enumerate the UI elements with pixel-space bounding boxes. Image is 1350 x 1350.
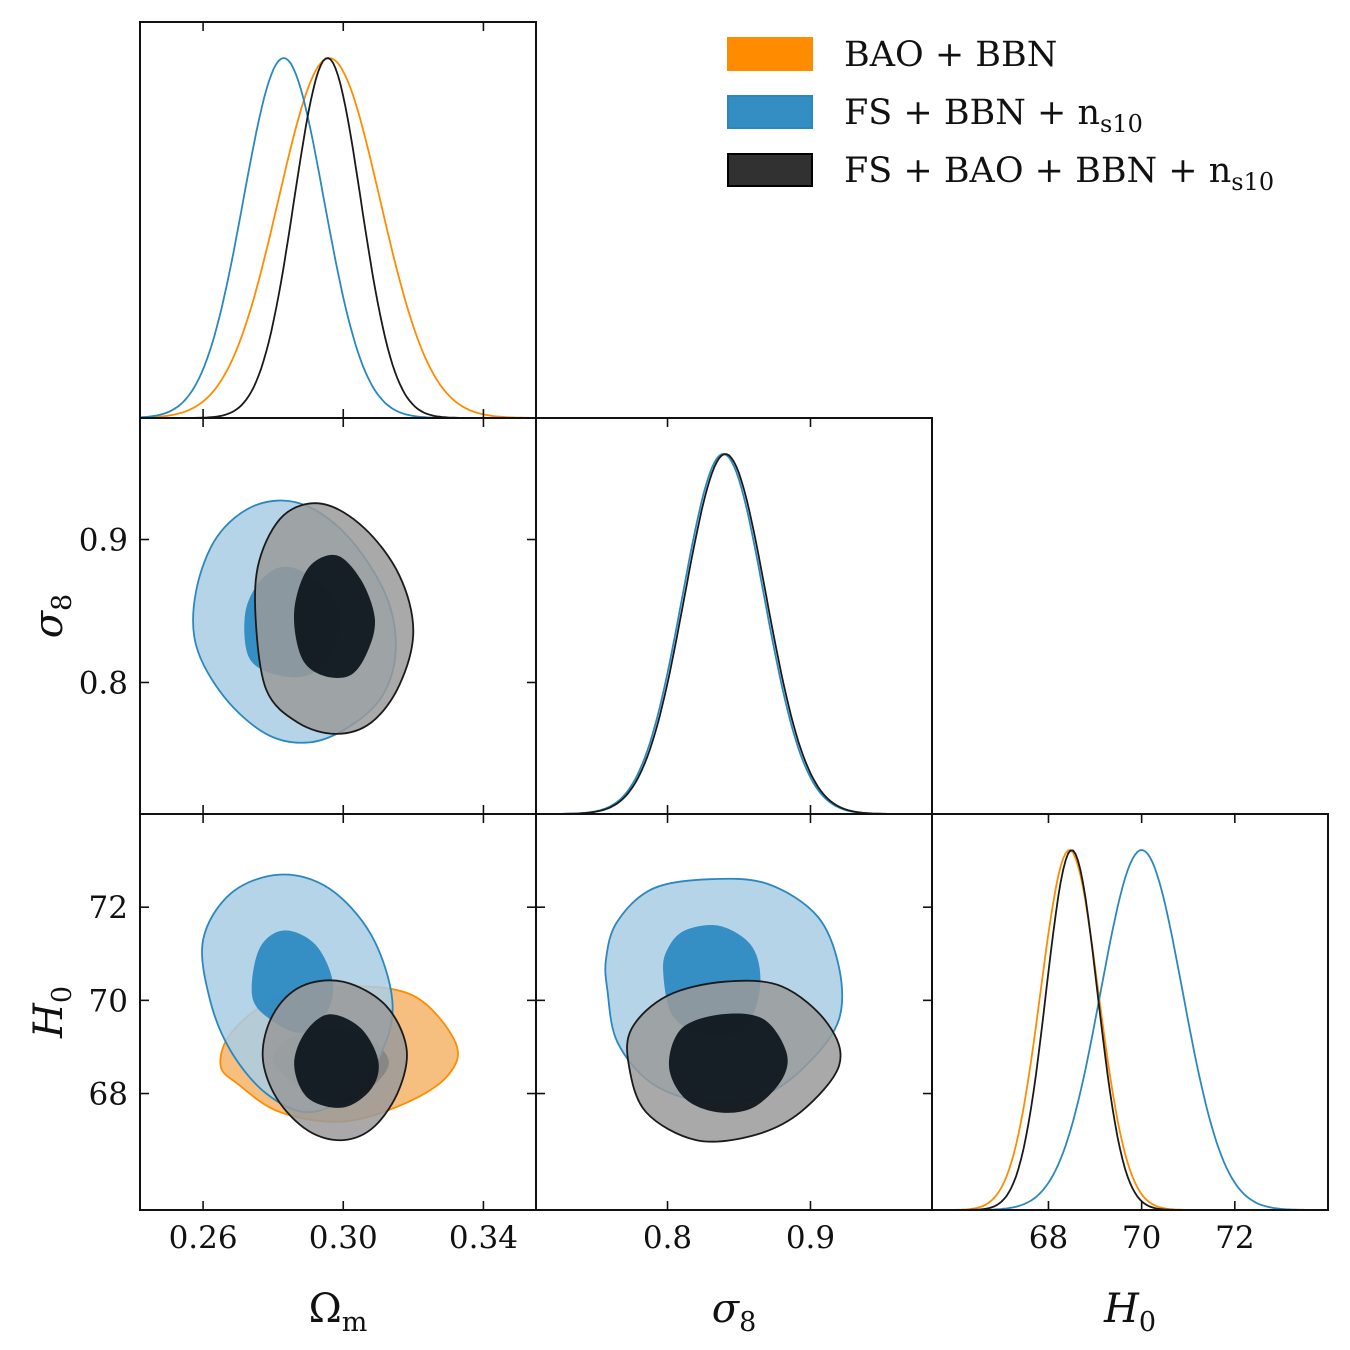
marginal-H0-series-2 — [932, 849, 1328, 1211]
panel-H0-H0 — [931, 813, 1329, 1211]
tick-label-H0: 68 — [89, 1077, 128, 1113]
xaxis-title-H0: H0 — [1103, 1286, 1156, 1338]
panel-frames — [139, 21, 1329, 1211]
xaxis-title-Om: Ωm — [309, 1286, 368, 1338]
contour-inner-Om-s8-series-2 — [293, 554, 376, 679]
marginal-H0-series-0 — [932, 849, 1328, 1211]
marginal-Om-series-2 — [140, 57, 536, 419]
tick-label-H0: 68 — [1029, 1220, 1068, 1256]
tick-label-Om: 0.30 — [309, 1220, 378, 1256]
xaxis-title-s8: σ8 — [712, 1286, 757, 1338]
axis-ticks: 0.8 0.9 0.26 0.30 0.34 68 70 72 0.8 0.9 68 70 72 — [79, 22, 1255, 1256]
tick-label-s8: 0.8 — [79, 665, 128, 701]
axis-labels: Ωm σ8 H0 σ8 H0 — [26, 594, 1156, 1338]
tick-label-s8: 0.9 — [79, 523, 128, 559]
contour-inner-s8-H0-series-2 — [668, 1013, 788, 1113]
legend-swatch-0 — [727, 37, 813, 71]
panel-Om-Om — [139, 21, 537, 419]
tick-label-H0: 70 — [1122, 1220, 1161, 1256]
tick-label-s8: 0.8 — [643, 1220, 692, 1256]
marginal-Om-series-1 — [139, 57, 536, 419]
marginal-s8-series-2 — [536, 453, 932, 815]
tick-label-Om: 0.26 — [169, 1220, 238, 1256]
legend-label-1: FS + BBN + ns10 — [844, 93, 1143, 138]
legend-label-0: BAO + BBN — [844, 35, 1057, 75]
legend-label-2: FS + BAO + BBN + ns10 — [844, 151, 1274, 196]
legend: BAO + BBN FS + BBN + ns10 FS + BAO + BBN +… — [727, 35, 1274, 196]
tick-label-H0: 72 — [1215, 1220, 1254, 1256]
legend-swatch-2 — [727, 153, 813, 187]
tick-label-s8: 0.9 — [786, 1220, 835, 1256]
tick-label-Om: 0.34 — [449, 1220, 518, 1256]
tick-label-H0: 70 — [89, 983, 128, 1019]
panel-s8-s8 — [535, 417, 933, 815]
legend-swatch-1 — [727, 95, 813, 129]
tick-label-H0: 72 — [89, 890, 128, 926]
contour-inner-Om-H0-series-2 — [294, 1014, 379, 1108]
marginal-s8-series-1 — [536, 453, 932, 815]
marginal-Om-series-0 — [140, 57, 536, 419]
contour-fills — [192, 499, 844, 1143]
marginal-H0-series-1 — [932, 849, 1328, 1211]
yaxis-title-H0: H0 — [26, 986, 78, 1039]
yaxis-title-s8: σ8 — [26, 594, 78, 639]
